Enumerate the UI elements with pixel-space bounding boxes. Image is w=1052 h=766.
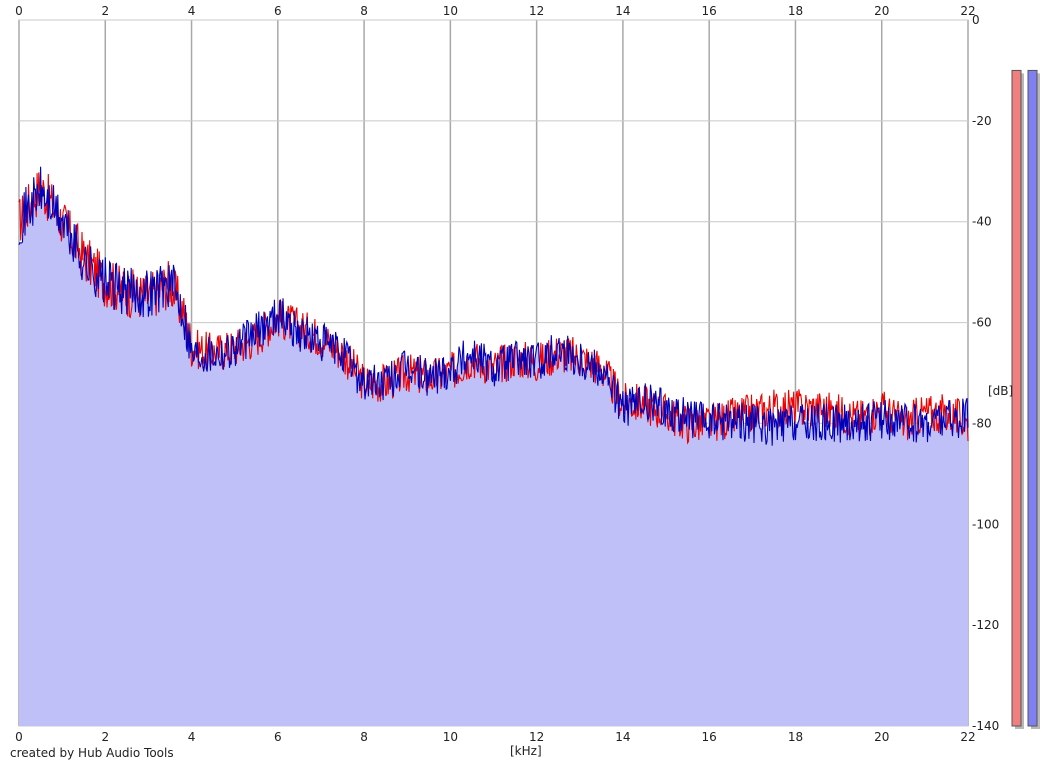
x-tick-label-top: 12: [529, 4, 544, 18]
spectrum-line: [18, 166, 969, 446]
x-tick-label-top: 14: [615, 4, 630, 18]
x-tick-label-bottom: 4: [188, 730, 196, 744]
y-tick-label: 0: [972, 13, 980, 27]
x-tick-label-bottom: 22: [960, 730, 975, 744]
x-tick-label-top: 10: [443, 4, 458, 18]
spectrum-lines: [18, 166, 969, 446]
x-tick-label-top: 6: [274, 4, 282, 18]
x-tick-label-bottom: 16: [702, 730, 717, 744]
x-tick-label-bottom: 20: [874, 730, 889, 744]
x-tick-label-top: 18: [788, 4, 803, 18]
x-tick-label-top: 0: [15, 4, 23, 18]
x-tick-label-bottom: 2: [101, 730, 109, 744]
x-tick-label-bottom: 18: [788, 730, 803, 744]
x-ticks-top: 0 2 4 6 8 10 12 14 16 18 20 22: [15, 4, 975, 18]
x-tick-label-bottom: 14: [615, 730, 630, 744]
level-meter: [1011, 69, 1022, 727]
x-tick-label-bottom: 10: [443, 730, 458, 744]
y-tick-label: -80: [972, 416, 992, 430]
x-tick-label-bottom: 8: [360, 730, 368, 744]
x-ticks-bottom: 0 2 4 6 8 10 12 14 16 18 20 22: [15, 730, 975, 744]
y-tick-label: -20: [972, 114, 992, 128]
y-tick-label: -40: [972, 215, 992, 229]
spectrum-area: [19, 166, 968, 726]
x-tick-label-top: 2: [101, 4, 109, 18]
y-tick-label: -120: [972, 618, 999, 632]
y-ticks: 0 -20 -40 -60 -80 -100 -120 -140: [972, 13, 999, 733]
x-axis-label: [kHz]: [510, 744, 542, 758]
y-tick-label: -60: [972, 316, 992, 330]
x-tick-label-top: 4: [188, 4, 196, 18]
y-axis-label: [dB]: [988, 384, 1014, 398]
y-tick-label: -100: [972, 517, 999, 531]
x-tick-label-top: 20: [874, 4, 889, 18]
spectrum-fill: [19, 166, 968, 726]
x-tick-label-bottom: 6: [274, 730, 282, 744]
footer-credit: created by Hub Audio Tools: [10, 746, 174, 760]
y-tick-label: -140: [972, 719, 999, 733]
level-meter: [1027, 69, 1038, 727]
x-tick-label-bottom: 0: [15, 730, 23, 744]
x-tick-label-bottom: 12: [529, 730, 544, 744]
x-tick-label-top: 22: [960, 4, 975, 18]
x-tick-label-top: 8: [360, 4, 368, 18]
level-meters: [1011, 69, 1040, 729]
x-tick-label-top: 16: [702, 4, 717, 18]
